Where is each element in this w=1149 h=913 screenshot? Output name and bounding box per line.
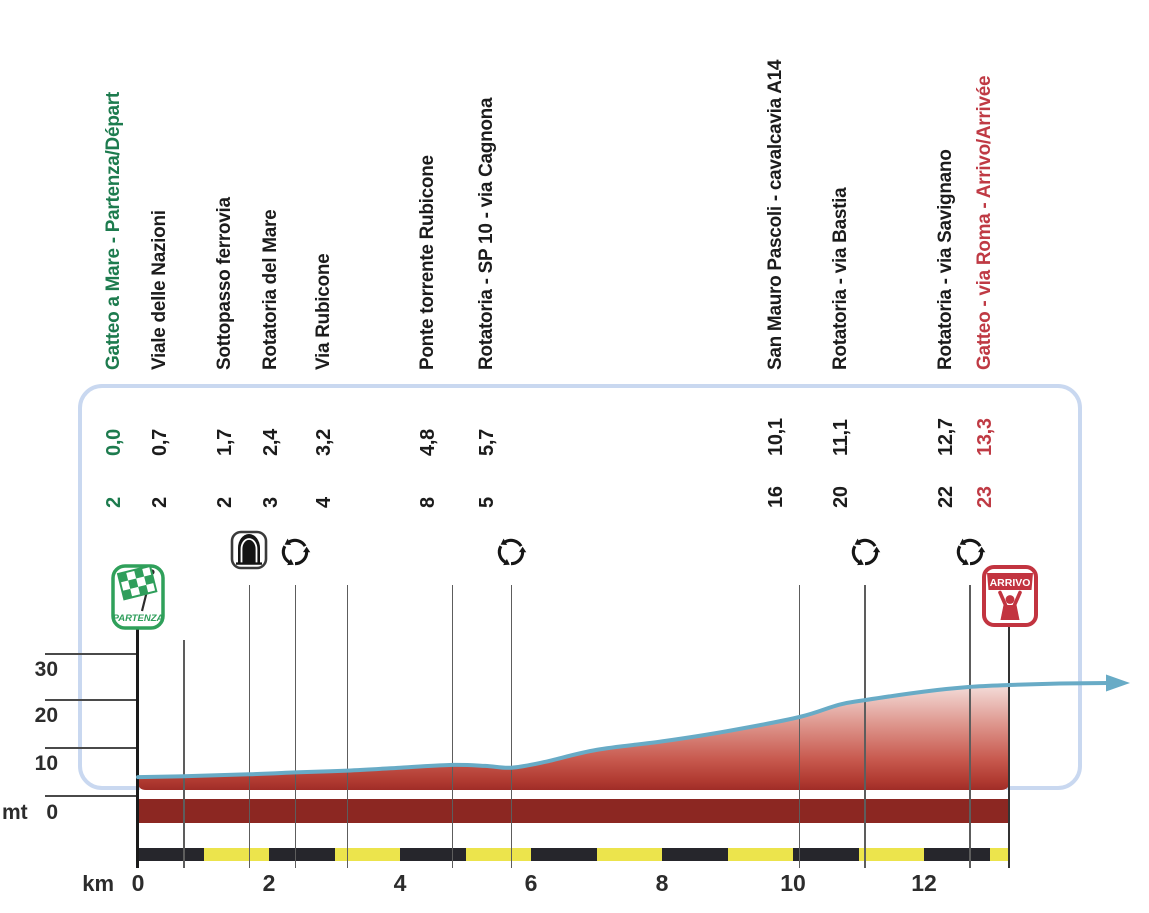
start-flag-icon: PARTENZA [111, 564, 165, 630]
waypoint-gridline [969, 585, 971, 868]
waypoint-label: Rotatoria - via Savignano [935, 149, 956, 370]
x-tick-label-12: 12 [911, 870, 937, 896]
waypoint-label: Sottopasso ferrovia [214, 197, 235, 370]
waypoint-elevation: 16 [765, 486, 787, 508]
waypoint-label: Viale delle Nazioni [149, 210, 170, 370]
km-bar-segment [727, 848, 793, 861]
y-tick-10-line [45, 747, 138, 749]
km-bar-segment [989, 848, 1010, 861]
roundabout-icon-del-mare [278, 539, 311, 568]
waypoint-gridline [248, 585, 251, 868]
waypoint-gridline [294, 585, 296, 868]
elevation-profile-line [136, 681, 1110, 780]
waypoint-km: 13,3 [974, 418, 996, 456]
waypoint-km: 0,0 [103, 429, 125, 456]
waypoint-km: 11,1 [830, 419, 852, 456]
km-bar-segment [334, 848, 400, 861]
waypoint-elevation: 4 [313, 497, 335, 508]
waypoint-elevation: 22 [935, 486, 957, 508]
waypoint-km: 1,7 [214, 429, 236, 456]
waypoint-km: 3,2 [313, 429, 335, 456]
x-tick-label-8: 8 [655, 870, 669, 896]
waypoint-label: Via Rubicone [313, 253, 334, 370]
waypoint-elevation: 23 [974, 486, 996, 508]
waypoint-gridline [1008, 625, 1011, 868]
x-tick-label-10: 10 [780, 870, 806, 896]
waypoint-gridline [451, 585, 454, 868]
tunnel-icon [230, 530, 268, 570]
km-bar-segment [662, 848, 728, 861]
finish-icon-label: ARRIVO [990, 577, 1031, 589]
waypoint-km: 0,7 [149, 429, 171, 456]
waypoint-elevation: 8 [417, 497, 439, 508]
base-band [138, 799, 1009, 823]
waypoint-elevation: 2 [149, 497, 171, 508]
waypoint-gridline [183, 640, 185, 868]
waypoint-label-start: Gatteo a Mare - Partenza/Départ [103, 92, 124, 370]
start-icon-label: PARTENZA [113, 613, 164, 624]
waypoint-km: 10,1 [765, 418, 787, 456]
y-tick-label-30: 30 [34, 658, 58, 681]
waypoint-elevation: 2 [103, 497, 125, 508]
x-tick-label-2: 2 [262, 870, 276, 896]
y-axis-unit-label: mt [2, 801, 28, 824]
km-bar-segment [793, 848, 859, 861]
elevation-fill-area [138, 685, 1010, 790]
y-axis-line [136, 627, 139, 868]
waypoint-label-finish: Gatteo - via Roma - Arrivo/Arrivée [974, 75, 995, 370]
waypoint-label: Rotatoria - via Bastia [830, 187, 851, 370]
km-bar-segment [858, 848, 924, 861]
waypoint-gridline [798, 585, 801, 868]
x-tick-label-6: 6 [524, 870, 538, 896]
waypoint-gridline [510, 585, 513, 868]
roundabout-icon-sp10 [494, 539, 527, 568]
waypoint-label: Ponte torrente Rubicone [417, 155, 438, 370]
waypoint-gridline [346, 585, 349, 868]
x-tick-label-0: 0 [131, 870, 145, 896]
waypoint-gridline [864, 585, 866, 868]
y-tick-label-0: 0 [46, 801, 58, 824]
km-bar-segment [203, 848, 269, 861]
waypoint-label: Rotatoria - SP 10 - via Cagnona [476, 97, 497, 370]
waypoint-label: Rotatoria del Mare [260, 209, 281, 370]
km-bar-segment [531, 848, 597, 861]
km-bar-segment [269, 848, 335, 861]
x-axis-unit-label: km [82, 871, 114, 896]
waypoint-elevation: 2 [214, 497, 236, 508]
waypoint-label: San Mauro Pascoli - cavalcavia A14 [765, 59, 786, 370]
y-tick-label-20: 20 [34, 704, 58, 727]
y-tick-0-line [45, 795, 138, 797]
waypoint-km: 2,4 [260, 429, 282, 456]
y-tick-label-10: 10 [34, 752, 58, 775]
y-tick-30-line [45, 653, 138, 655]
km-bar-segment [400, 848, 466, 861]
waypoint-elevation: 3 [260, 497, 282, 508]
waypoint-km: 5,7 [476, 429, 498, 456]
waypoint-elevation: 20 [830, 486, 852, 508]
waypoint-elevation: 5 [476, 497, 498, 508]
roundabout-icon-bastia [848, 539, 881, 568]
waypoint-km: 12,7 [935, 418, 957, 456]
km-bar-segment [465, 848, 531, 861]
km-bar-segment [596, 848, 662, 861]
x-tick-label-4: 4 [393, 870, 407, 896]
y-tick-20-line [45, 699, 138, 701]
profile-arrow-icon [1106, 674, 1130, 692]
waypoint-km: 4,8 [417, 429, 439, 456]
finish-icon: ARRIVO [982, 565, 1038, 627]
roundabout-icon-savignano [953, 539, 986, 568]
km-bar-segment [138, 848, 204, 861]
km-bar-segment [924, 848, 990, 861]
